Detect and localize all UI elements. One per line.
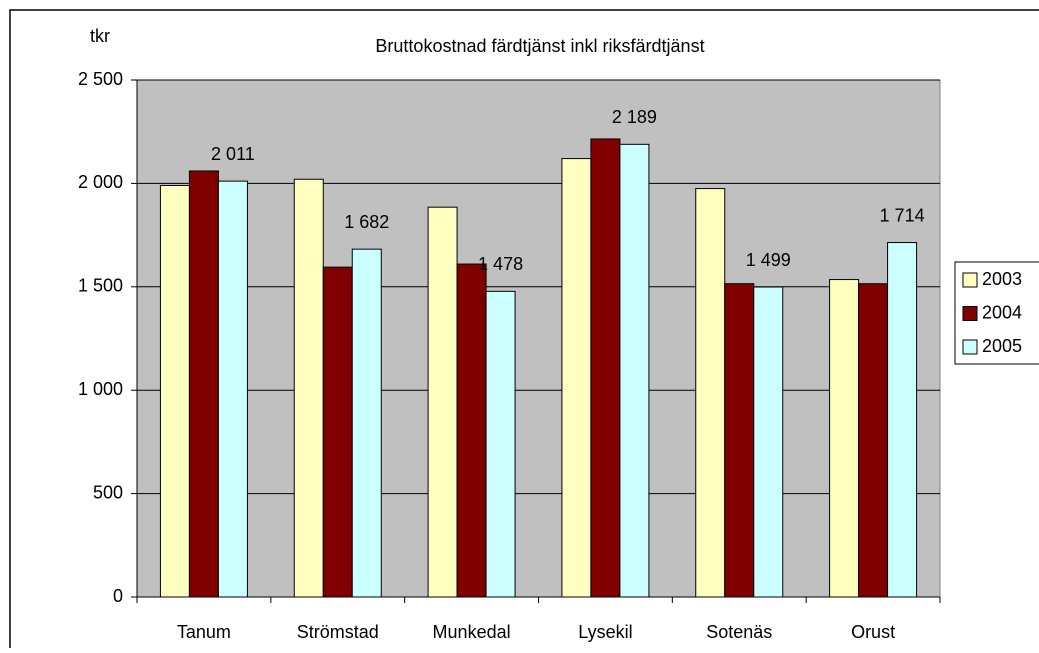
data-label: 1 714 [880, 205, 925, 225]
x-tick-label: Sotenäs [706, 622, 772, 642]
y-tick-label: 0 [113, 586, 123, 606]
data-label: 1 478 [478, 254, 523, 274]
bar [217, 180, 248, 598]
bar [590, 138, 621, 598]
bar [322, 266, 353, 598]
data-label: 1 499 [746, 250, 791, 270]
y-tick-label: 500 [93, 482, 123, 502]
bar [427, 206, 458, 598]
bar [456, 263, 487, 598]
y-tick-label: 2 500 [78, 69, 123, 89]
data-label: 2 189 [612, 107, 657, 127]
legend-swatch [962, 306, 978, 321]
bar [485, 290, 516, 598]
x-tick-label: Strömstad [297, 622, 379, 642]
y-tick-label: 2 000 [78, 172, 123, 192]
x-tick-label: Lysekil [578, 622, 632, 642]
y-tick-label: 1 000 [78, 379, 123, 399]
x-tick-label: Munkedal [433, 622, 511, 642]
bar [351, 248, 382, 598]
bar [724, 283, 755, 598]
bar [858, 283, 889, 598]
x-tick-label: Tanum [177, 622, 231, 642]
bar [753, 286, 784, 598]
bar [561, 158, 592, 598]
legend-label: 2005 [982, 336, 1022, 356]
y-axis-label: tkr [90, 26, 110, 46]
bar [695, 188, 726, 598]
x-tick-label: Orust [851, 622, 895, 642]
legend-swatch [962, 339, 978, 355]
bar [829, 279, 860, 598]
data-label: 1 682 [344, 212, 389, 232]
bar [293, 178, 324, 598]
bar [887, 242, 918, 598]
data-label: 2 011 [211, 144, 255, 164]
y-tick-label: 1 500 [78, 276, 123, 296]
plot-area [136, 79, 941, 598]
bar [159, 184, 190, 598]
legend-label: 2004 [982, 302, 1022, 322]
bar [619, 143, 650, 598]
legend-swatch [962, 272, 978, 288]
chart-title: Bruttokostnad färdtjänst inkl riksfärdtj… [375, 36, 704, 56]
bar [188, 170, 219, 598]
legend-label: 2003 [982, 269, 1022, 289]
